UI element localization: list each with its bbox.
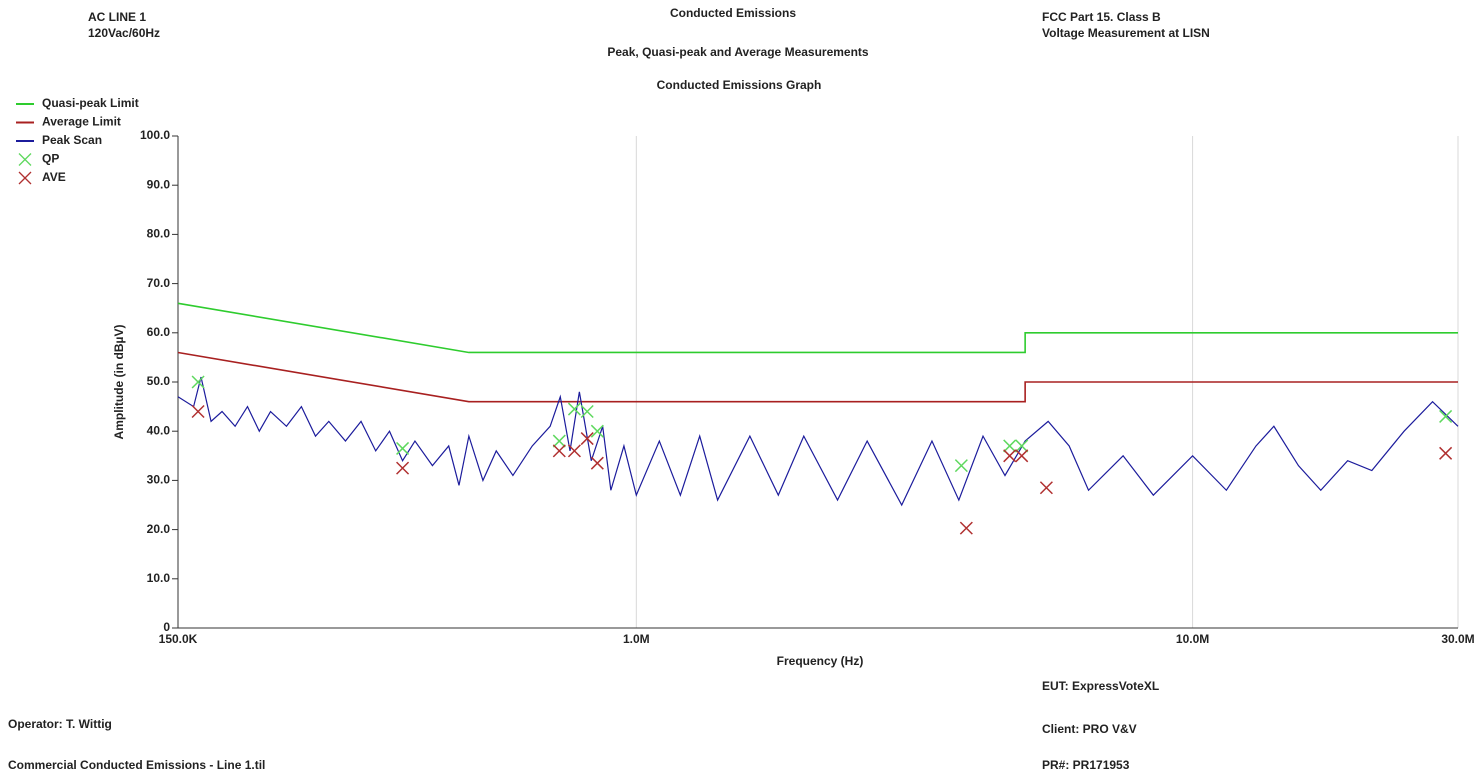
header-center: Conducted Emissions (670, 6, 796, 20)
marker (954, 459, 968, 473)
marker (552, 444, 566, 458)
marker (552, 434, 566, 448)
legend-swatch (18, 153, 32, 166)
legend-label: Quasi-peak Limit (42, 96, 139, 110)
marker (590, 456, 604, 470)
x-axis-title: Frequency (Hz) (777, 654, 864, 668)
marker (191, 404, 205, 419)
header-right: FCC Part 15. Class B (1042, 10, 1161, 24)
marker (396, 461, 410, 475)
y-tick-label: 50.0 (147, 374, 171, 388)
legend-label: AVE (42, 170, 66, 184)
header-right: Voltage Measurement at LISN (1042, 26, 1210, 40)
marker (1015, 449, 1029, 463)
y-tick-label: 60.0 (147, 325, 171, 339)
footer-client: Client: PRO V&V (1042, 722, 1137, 736)
series-line (177, 302, 1458, 354)
marker (1015, 439, 1029, 453)
marker (191, 375, 205, 389)
footer-eut: EUT: ExpressVoteXL (1042, 679, 1159, 693)
marker (1439, 446, 1453, 460)
x-tick-label: 10.0M (1176, 632, 1209, 646)
marker (1039, 481, 1053, 495)
y-tick-label: 80.0 (147, 227, 171, 241)
marker (567, 402, 581, 416)
y-tick-label: 10.0 (147, 571, 171, 585)
x-tick-label: 30.0M (1441, 632, 1474, 646)
footer-file: Commercial Conducted Emissions - Line 1.… (8, 758, 265, 772)
marker (590, 424, 604, 438)
marker (1003, 449, 1017, 463)
y-tick-label: 40.0 (147, 423, 171, 437)
y-tick-label: 0 (163, 620, 170, 634)
marker (567, 444, 581, 458)
legend-swatch (18, 171, 32, 185)
marker (959, 521, 973, 535)
footer-operator: Operator: T. Wittig (8, 717, 112, 731)
header-left: AC LINE 1 (88, 10, 146, 24)
series-line (177, 376, 1459, 507)
legend-label: Peak Scan (42, 133, 102, 147)
y-tick-label: 20.0 (147, 522, 171, 536)
y-tick-label: 70.0 (147, 276, 171, 290)
y-tick-label: 100.0 (140, 128, 170, 142)
header-center: Peak, Quasi-peak and Average Measurement… (607, 45, 869, 59)
y-tick-label: 30.0 (147, 473, 171, 487)
series-line (177, 351, 1458, 403)
header-left: 120Vac/60Hz (88, 26, 160, 40)
y-tick-label: 90.0 (147, 177, 171, 191)
marker (580, 404, 594, 419)
footer-project: PR#: PR171953 (1042, 758, 1130, 772)
y-axis-title: Amplitude (in dBµV) (112, 325, 126, 440)
legend-label: QP (42, 152, 59, 166)
marker (396, 441, 410, 455)
x-tick-label: 1.0M (623, 632, 650, 646)
marker (1003, 439, 1017, 453)
chart-title: Conducted Emissions Graph (657, 78, 822, 92)
marker (1439, 409, 1453, 423)
legend-label: Average Limit (42, 115, 121, 129)
marker (580, 432, 594, 446)
x-tick-label: 150.0K (159, 632, 198, 646)
